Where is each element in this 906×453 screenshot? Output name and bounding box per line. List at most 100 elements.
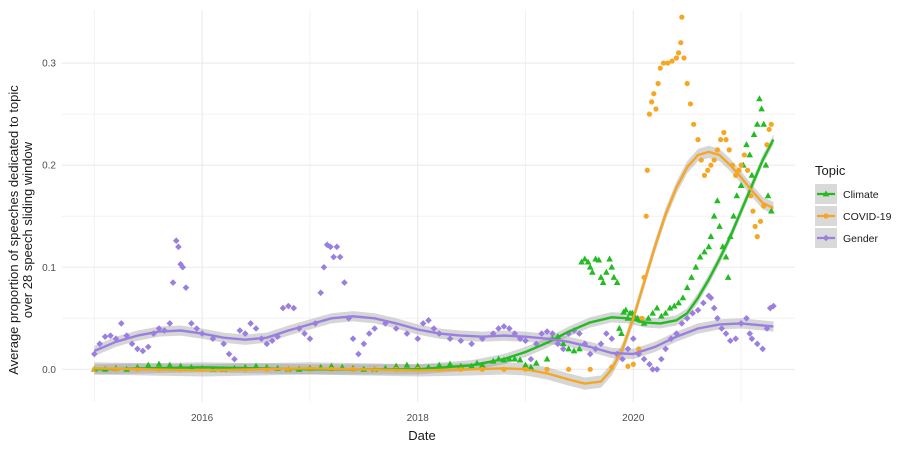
data-point-covid-19: [665, 60, 671, 66]
data-point-climate: [403, 361, 411, 368]
data-point-covid-19: [705, 167, 711, 173]
data-point-gender: [225, 350, 233, 358]
smooth-line-gender: [93, 315, 774, 356]
data-point-gender: [718, 325, 725, 332]
grid: [62, 10, 795, 402]
x-tick-label: 2020: [622, 413, 645, 424]
confidence-band-climate: [94, 134, 774, 375]
data-point-climate: [522, 361, 529, 368]
data-point-covid-19: [752, 223, 758, 230]
data-point-gender: [252, 325, 260, 332]
data-point-gender: [694, 306, 702, 314]
data-point-gender: [330, 253, 337, 261]
data-point-climate: [155, 360, 163, 367]
data-point-gender: [468, 340, 475, 348]
data-point-covid-19: [768, 121, 774, 127]
data-point-gender: [678, 320, 686, 327]
data-point-climate: [714, 197, 721, 204]
data-point-climate: [527, 363, 535, 370]
data-point-climate: [750, 130, 758, 137]
smooth-line-covid-19: [94, 150, 774, 385]
data-point-climate: [581, 255, 589, 262]
data-point-covid-19: [653, 106, 659, 112]
data-point-climate: [767, 207, 775, 214]
legend-entry-climate: Climate: [815, 184, 879, 204]
data-point-gender: [743, 314, 750, 322]
data-point-gender: [727, 337, 734, 345]
data-point-climate: [606, 255, 613, 262]
data-point-covid-19: [695, 137, 701, 143]
data-point-gender: [107, 332, 114, 339]
data-point-gender: [231, 355, 238, 363]
data-point-gender: [543, 328, 551, 335]
data-point-gender: [134, 345, 141, 353]
data-point-covid-19: [669, 58, 675, 64]
confidence-band-gender: [94, 311, 774, 360]
smooth-lines: [93, 139, 775, 385]
legend-label-covid-19: COVID-19: [843, 211, 892, 223]
data-point-climate: [758, 105, 765, 112]
data-point-gender: [554, 340, 562, 348]
data-point-covid-19: [566, 366, 572, 372]
y-axis-title: Average proportion of speeches dedicated…: [6, 85, 35, 375]
data-point-gender: [360, 340, 368, 348]
data-point-covid-19: [544, 366, 550, 372]
data-point-gender: [236, 327, 244, 334]
data-point-gender: [630, 335, 637, 343]
data-point-climate: [743, 141, 750, 148]
data-point-gender: [306, 335, 314, 343]
data-point-gender: [290, 304, 298, 312]
data-point-covid-19: [636, 346, 642, 352]
data-point-climate: [565, 345, 572, 352]
data-point-climate: [701, 248, 708, 255]
data-point-climate: [559, 340, 567, 347]
data-point-covid-19: [587, 366, 593, 372]
data-point-gender: [662, 345, 669, 353]
data-point-covid-19: [655, 80, 661, 87]
data-point-gender: [653, 366, 661, 373]
data-point-climate: [144, 361, 152, 368]
data-point-covid-19: [660, 60, 667, 66]
data-point-covid-19: [651, 91, 657, 97]
legend-entry-gender: Gender: [815, 228, 879, 248]
data-point-gender: [748, 335, 756, 343]
data-point-covid-19: [764, 142, 770, 148]
data-point-gender: [336, 253, 344, 261]
data-point-gender: [495, 325, 502, 332]
data-point-climate: [756, 95, 763, 102]
data-point-climate: [760, 120, 768, 127]
data-point-gender: [430, 325, 438, 332]
data-point-covid-19: [748, 193, 754, 199]
data-point-gender: [707, 294, 715, 302]
data-point-gender: [479, 335, 486, 343]
data-point-gender: [714, 314, 721, 322]
legend-entry-covid-19: COVID-19: [815, 206, 892, 226]
data-point-gender: [640, 355, 648, 363]
data-point-climate: [578, 258, 585, 265]
data-point-climate: [392, 362, 400, 369]
data-point-covid-19: [708, 162, 714, 168]
data-point-climate: [692, 263, 700, 270]
data-point-gender: [220, 340, 227, 348]
data-point-gender: [188, 320, 195, 327]
data-point-climate: [615, 324, 623, 331]
data-point-gender: [166, 320, 174, 327]
legend-label-gender: Gender: [843, 233, 879, 245]
data-point-climate: [724, 273, 732, 280]
data-point-gender: [527, 355, 535, 363]
data-point-climate: [670, 302, 678, 309]
data-point-climate: [707, 233, 715, 240]
data-point-gender: [649, 366, 657, 373]
data-point-climate: [679, 294, 687, 301]
data-point-gender: [241, 330, 249, 337]
data-point-gender: [123, 332, 130, 339]
data-point-climate: [666, 304, 674, 311]
data-point-gender: [506, 325, 513, 332]
data-point-gender: [683, 314, 691, 322]
data-point-climate: [733, 192, 741, 199]
y-axis-title-line-2: over 28 speech sliding window: [20, 141, 35, 318]
data-point-climate: [662, 309, 669, 316]
data-point-covid-19: [698, 157, 704, 163]
legend-key-marker: [823, 213, 829, 219]
data-point-covid-19: [741, 152, 747, 158]
